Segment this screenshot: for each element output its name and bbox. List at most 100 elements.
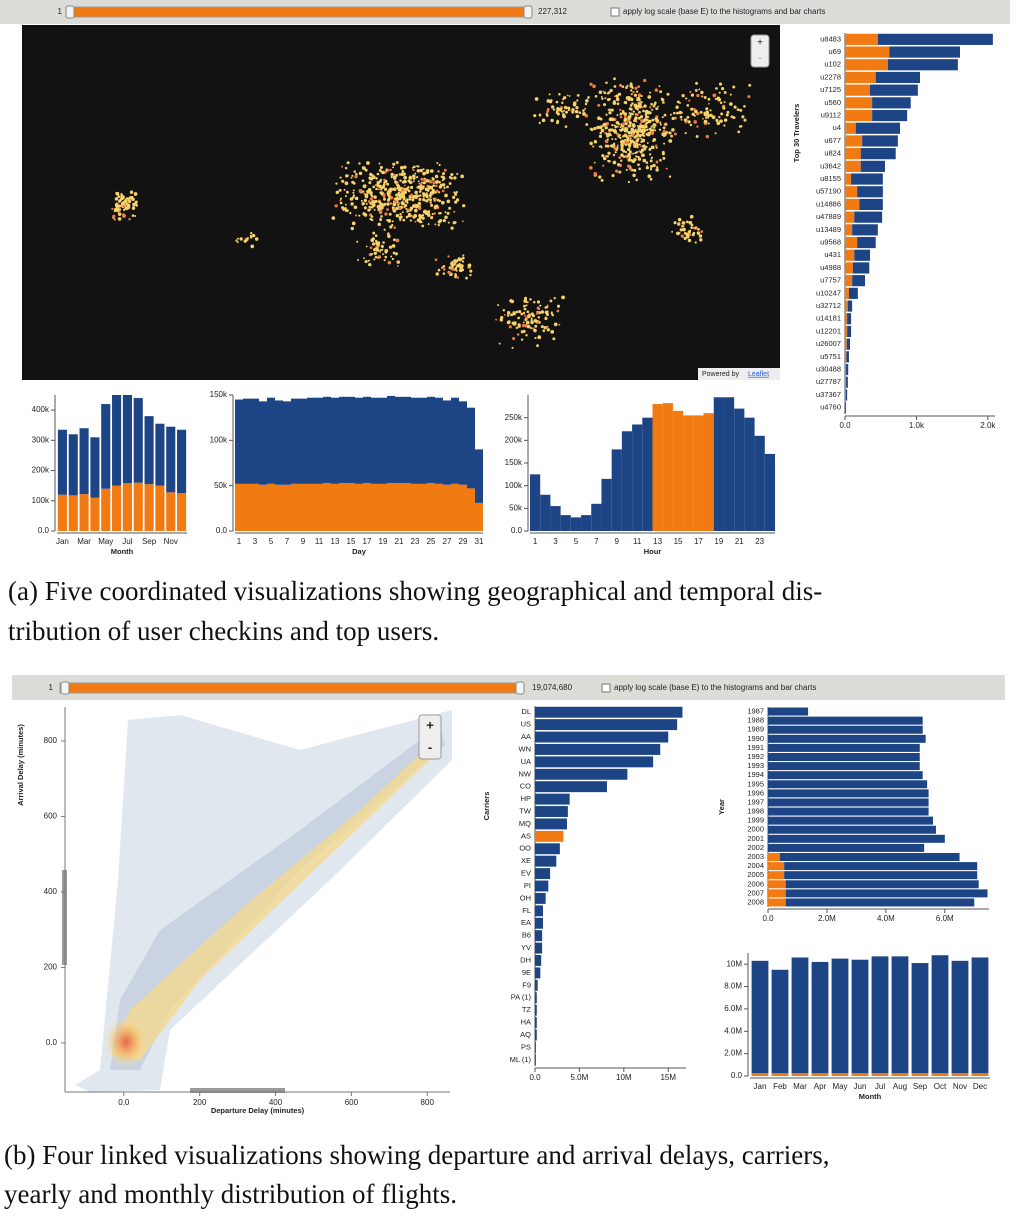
bar (530, 474, 541, 531)
map-dot (453, 210, 456, 213)
category-label: WN (519, 744, 532, 753)
map-dot (376, 256, 380, 259)
map-dot (386, 182, 390, 186)
map-dot (668, 175, 672, 178)
map-dot (367, 259, 370, 262)
map-dot (623, 119, 627, 123)
category-label: 2007 (747, 888, 764, 897)
map-dot (526, 310, 530, 314)
map-dot (684, 232, 688, 235)
map-dot (628, 166, 633, 171)
map-dot (424, 187, 429, 192)
map-dot (627, 152, 631, 157)
slider-handle[interactable] (515, 681, 525, 695)
bar (275, 484, 283, 531)
map-dot (438, 191, 441, 194)
map-dot (652, 123, 657, 127)
map-dot (396, 198, 400, 201)
map-dot (527, 314, 531, 318)
log-checkbox[interactable] (610, 7, 620, 17)
x-tick-label: 3 (253, 537, 258, 546)
map-dot (629, 84, 633, 88)
attribution-link[interactable]: Leaflet (748, 371, 769, 378)
map-dot (629, 137, 632, 140)
map-dot (373, 195, 377, 199)
map-dot (662, 126, 666, 130)
map-dot (637, 163, 640, 167)
map-dot (522, 321, 525, 324)
map-dot (582, 109, 585, 112)
map-dot (679, 101, 681, 104)
zoom-out[interactable]: - (758, 54, 761, 65)
bar (703, 413, 714, 531)
map-dot (645, 161, 649, 164)
map-dot (430, 203, 434, 207)
map-dot (402, 218, 406, 222)
x-tick-label: Mar (77, 537, 91, 546)
x-tick-label: 800 (421, 1098, 435, 1107)
bar (387, 395, 395, 483)
map-dot (369, 208, 372, 211)
bar (379, 397, 387, 484)
map-dot (550, 99, 553, 102)
range-slider[interactable] (59, 682, 523, 694)
zoom-in[interactable]: + (426, 717, 434, 732)
map-dot (593, 140, 598, 144)
map-dot (378, 200, 382, 204)
y-tick-label: 200k (32, 466, 50, 475)
map-dot (612, 144, 615, 147)
y-tick-label: 0.0 (38, 526, 50, 535)
map-dot (251, 233, 256, 238)
map-dot (395, 206, 399, 211)
zoom-out[interactable]: - (428, 739, 432, 754)
map-dot (367, 200, 371, 203)
map-dot (117, 217, 122, 221)
category-label: UA (521, 757, 531, 766)
map-dot (467, 263, 472, 268)
map-dot (378, 179, 382, 183)
map-dot (632, 173, 636, 178)
slider-handle[interactable] (60, 681, 70, 695)
map-dot (541, 118, 546, 123)
map-dot (339, 201, 343, 205)
bar (459, 484, 467, 531)
category-label: OH (520, 893, 531, 902)
map-dot (633, 119, 636, 123)
bar (347, 482, 355, 531)
map-dot (368, 205, 372, 209)
map-dot (648, 153, 652, 156)
category-label: u9568 (820, 238, 841, 247)
map-dot (640, 137, 643, 140)
bar (68, 434, 78, 496)
map-dot (453, 259, 458, 263)
x-tick-label: 21 (395, 537, 404, 546)
map-dot (397, 184, 401, 188)
category-label: 2005 (747, 870, 764, 879)
bar (784, 871, 978, 880)
map-dot (351, 174, 354, 177)
log-checkbox[interactable] (601, 683, 611, 693)
map-dot (383, 184, 386, 187)
bar (535, 855, 557, 867)
map-dot (610, 108, 614, 112)
category-label: FL (522, 906, 531, 915)
map-dot (593, 161, 596, 164)
y-axis-label: Year (717, 799, 726, 815)
map-dot (649, 168, 653, 171)
map-dot (354, 175, 358, 179)
map-dot (350, 176, 353, 179)
range-slider[interactable] (67, 6, 531, 18)
slider-handle[interactable] (65, 5, 75, 19)
bar (243, 483, 251, 531)
map-dot (613, 85, 617, 88)
map-dot (634, 86, 638, 90)
map-dot (411, 166, 414, 169)
map-dot (584, 102, 588, 106)
x-tick-label: 29 (459, 537, 468, 546)
map-dot (442, 265, 446, 268)
brush[interactable] (190, 1088, 285, 1093)
zoom-in[interactable]: + (757, 38, 763, 49)
map-dot (600, 96, 603, 98)
slider-handle[interactable] (523, 5, 533, 19)
map-dot (349, 211, 352, 215)
